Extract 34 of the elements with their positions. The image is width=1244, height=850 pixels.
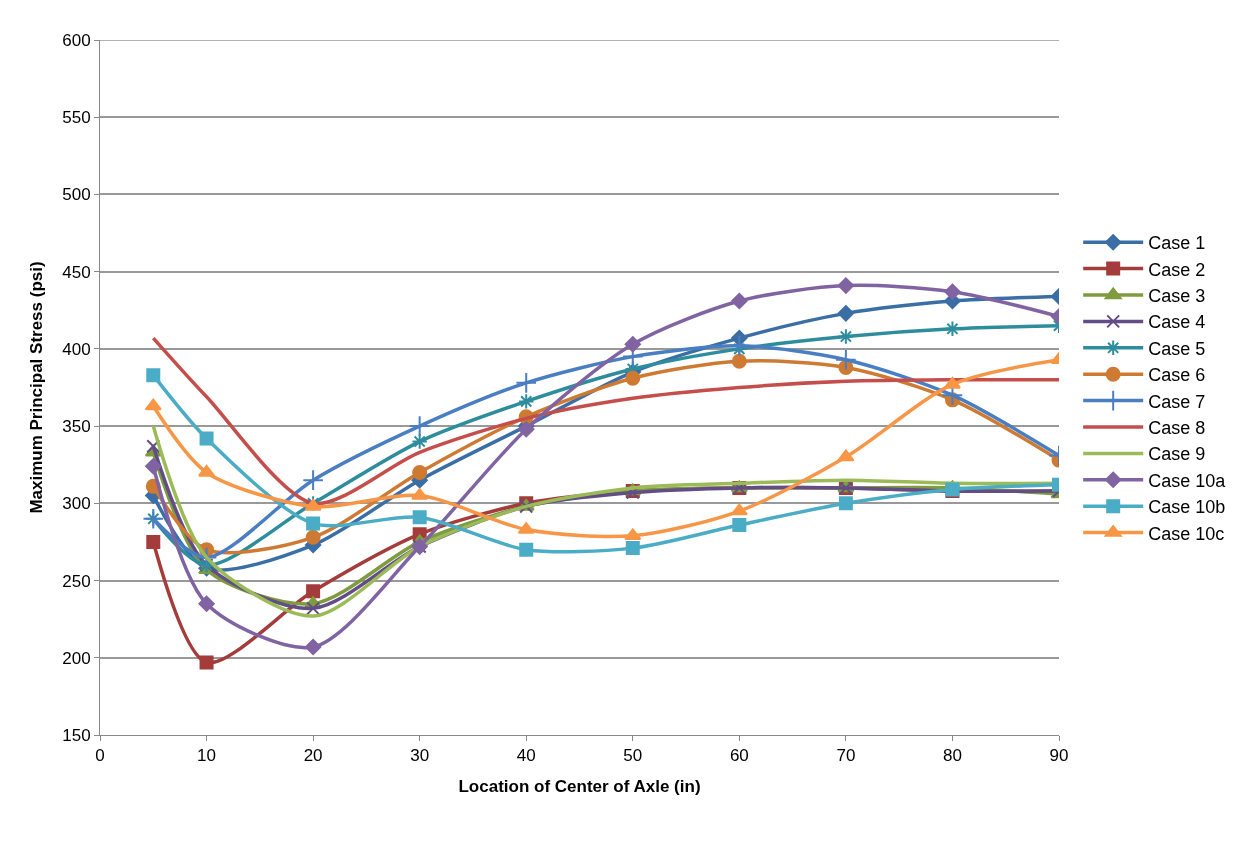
legend-label: Case 10a <box>1148 470 1227 491</box>
legend-label: Case 2 <box>1148 259 1206 280</box>
x-tick-label: 30 <box>410 746 430 766</box>
y-tick-label: 250 <box>62 571 91 591</box>
x-tick-label: 50 <box>623 746 643 766</box>
legend-label: Case 5 <box>1148 338 1206 359</box>
x-tick-label: 40 <box>516 746 536 766</box>
legend-label: Case 8 <box>1148 418 1206 439</box>
y-tick-label: 300 <box>62 494 91 514</box>
x-axis-title: Location of Center of Axle (in) <box>458 776 701 796</box>
legend-label: Case 6 <box>1148 365 1206 386</box>
x-tick-label: 20 <box>303 746 323 766</box>
x-tick-label: 80 <box>942 746 962 766</box>
y-tick-label: 150 <box>62 725 91 745</box>
x-tick-label: 70 <box>836 746 856 766</box>
legend-label: Case 9 <box>1148 444 1206 465</box>
y-tick-label: 600 <box>62 30 91 50</box>
x-tick-label: 60 <box>729 746 749 766</box>
y-tick-label: 200 <box>62 648 91 668</box>
x-tick-label: 90 <box>1049 746 1069 766</box>
legend-label: Case 10c <box>1148 523 1225 544</box>
x-tick-label: 10 <box>197 746 217 766</box>
y-tick-label: 550 <box>62 108 91 128</box>
legend-label: Case 10b <box>1148 497 1226 518</box>
y-tick-label: 500 <box>62 185 91 205</box>
legend-label: Case 3 <box>1148 286 1206 307</box>
y-axis-title: Maximum Principal Stress (psi) <box>26 261 46 514</box>
legend-label: Case 1 <box>1148 233 1206 254</box>
y-tick-label: 400 <box>62 339 91 359</box>
y-tick-label: 350 <box>62 417 91 437</box>
x-tick-label: 0 <box>95 746 105 766</box>
legend-label: Case 4 <box>1148 312 1206 333</box>
y-tick-label: 450 <box>62 262 91 282</box>
legend-label: Case 7 <box>1148 391 1206 412</box>
